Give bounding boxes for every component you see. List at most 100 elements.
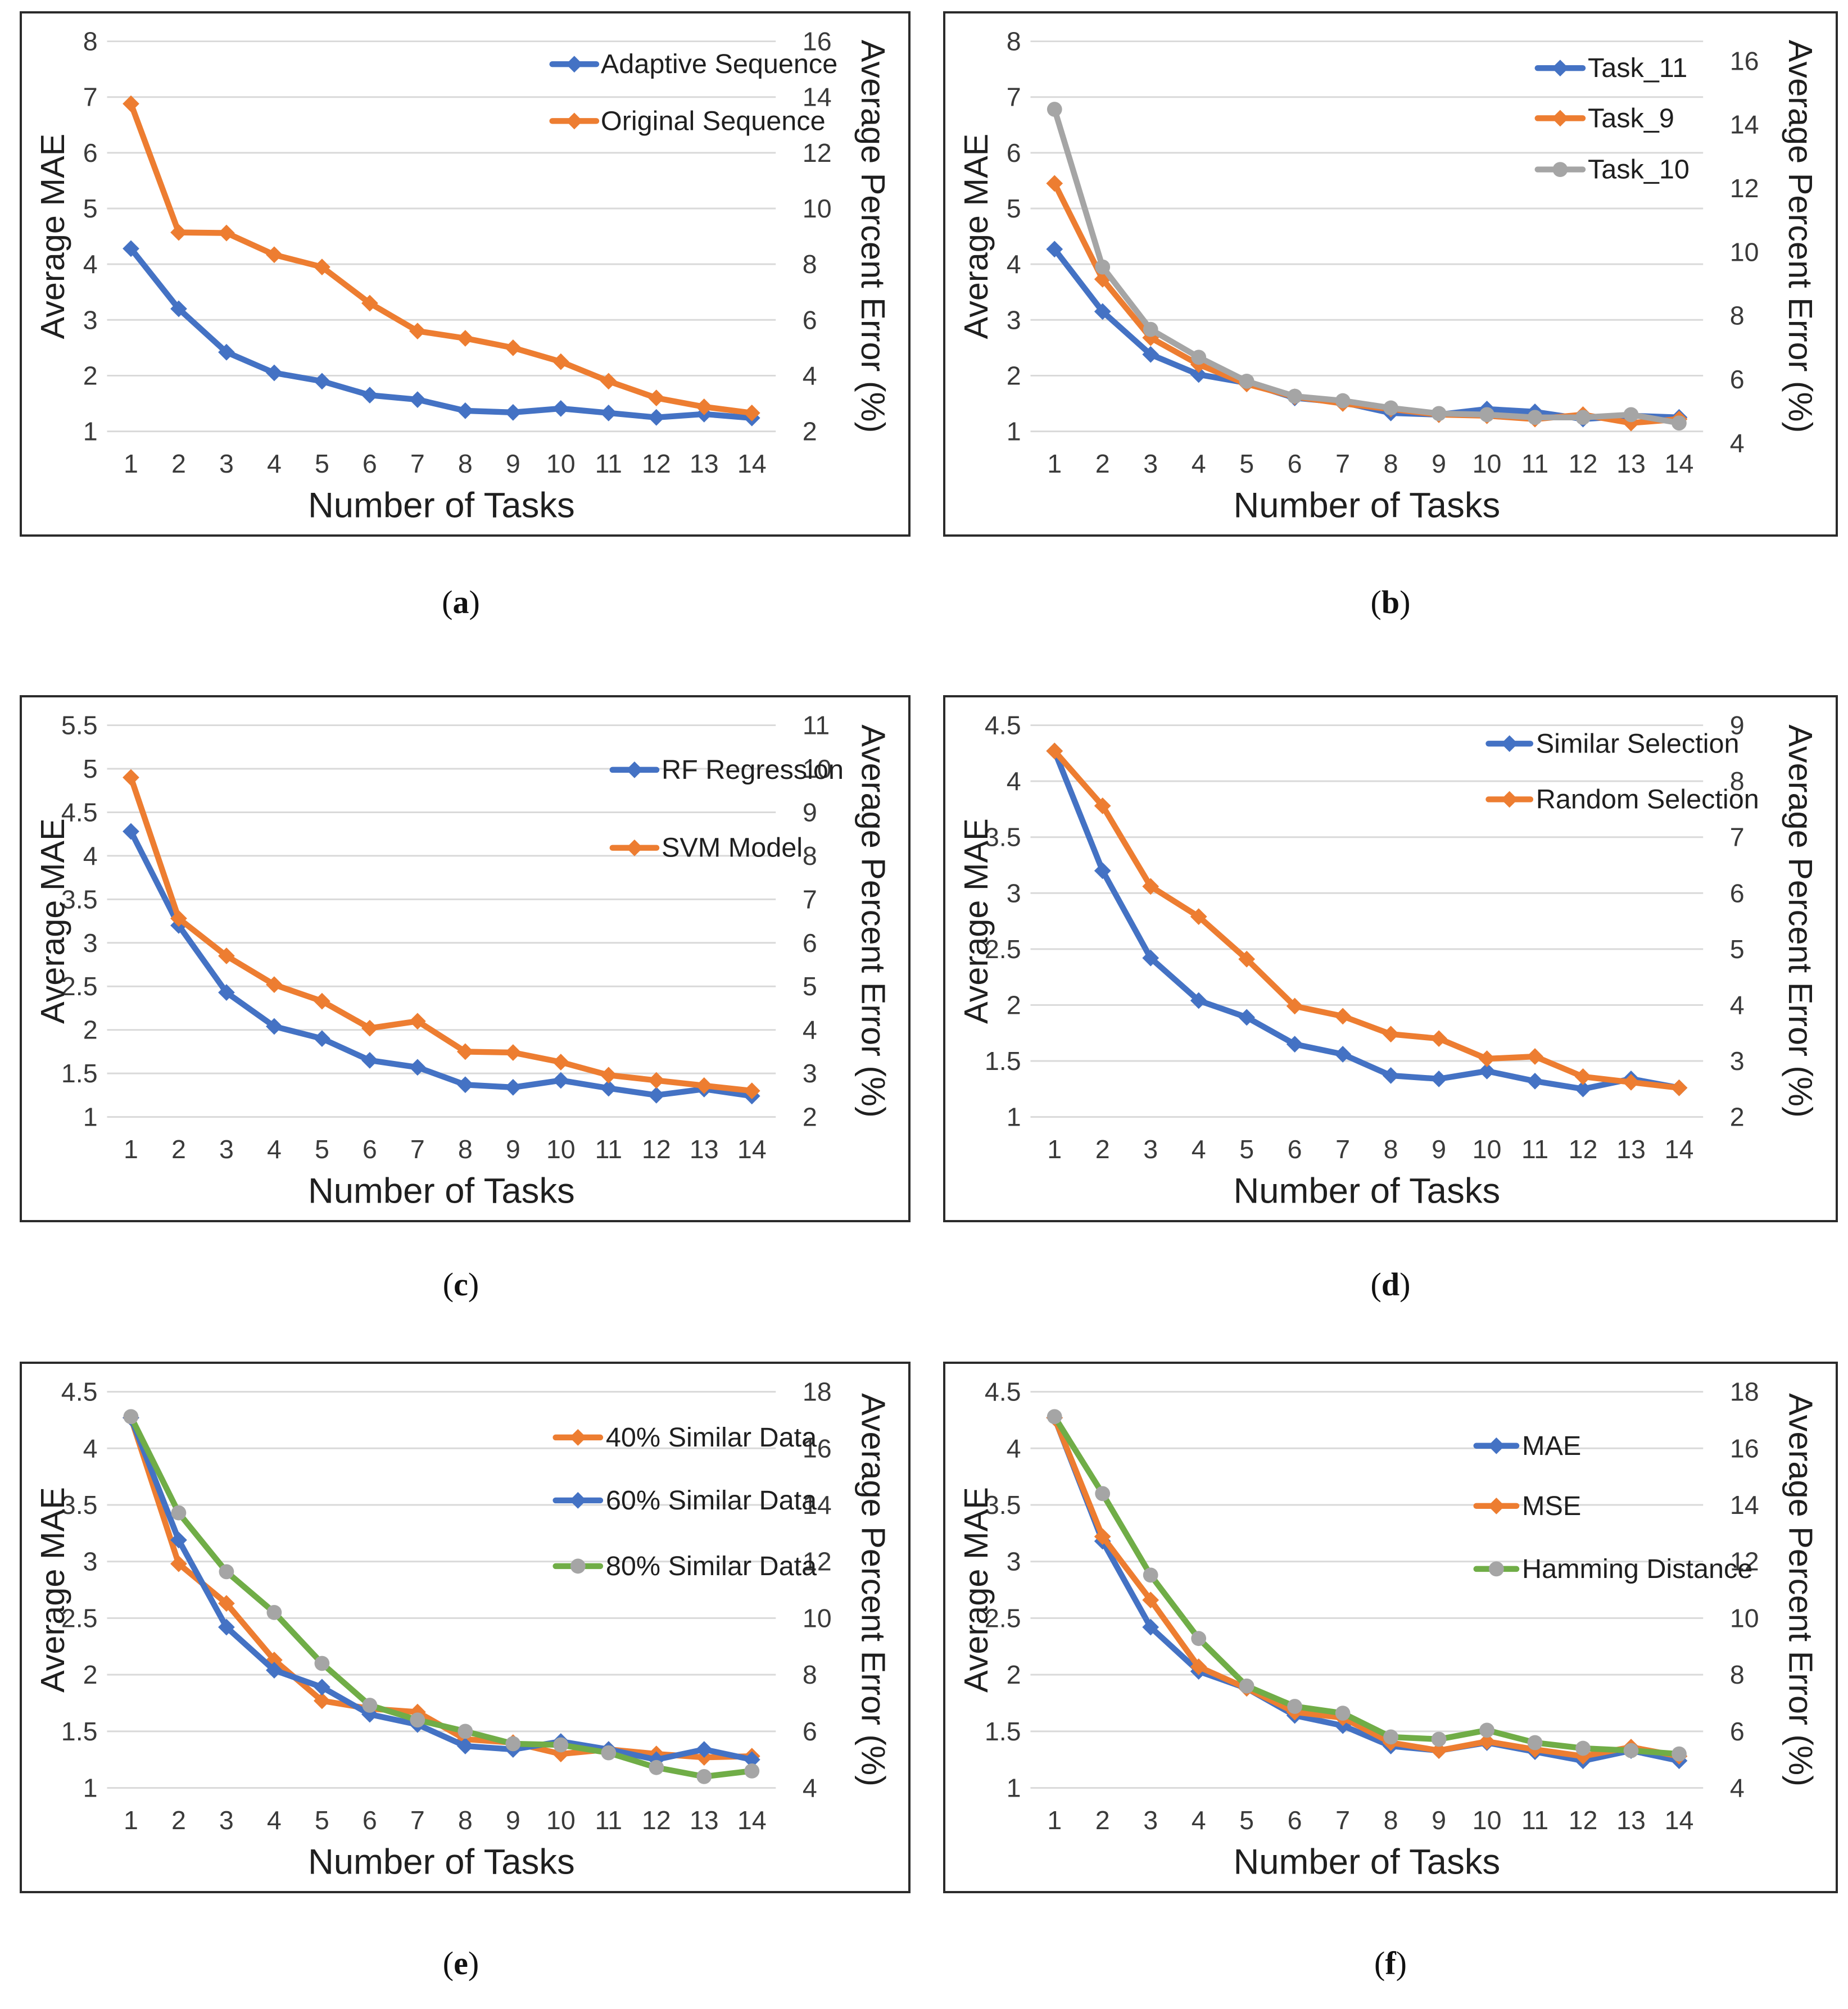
series-line (128, 828, 755, 1099)
legend-entry: MAE (1473, 1431, 1581, 1461)
series-line (128, 774, 755, 1094)
x-tick-label: 3 (1143, 1806, 1158, 1835)
right-axis-title: Average Percent Error (%) (854, 724, 892, 1118)
right-tick-label: 16 (1730, 1434, 1759, 1463)
x-tick-label: 11 (595, 449, 622, 478)
left-tick-label: 4 (1007, 250, 1021, 279)
right-tick-label: 6 (1730, 365, 1745, 394)
x-axis-tick-labels: 1 2 3 4 5 6 7 8 9 10 11 12 13 14 (124, 1135, 767, 1164)
legend-label: SVM Model (662, 833, 803, 863)
x-tick-label: 14 (1665, 1806, 1694, 1835)
legend-label: Random Selection (1536, 784, 1759, 814)
x-tick-label: 7 (410, 449, 425, 478)
caption-paren: ) (468, 1945, 479, 1981)
x-tick-label: 4 (1192, 1806, 1206, 1835)
series-markers (123, 1409, 760, 1768)
legend-entry: Task_9 (1534, 103, 1674, 133)
left-tick-label: 3 (83, 928, 98, 958)
right-tick-label: 8 (803, 1660, 817, 1689)
caption-paren: ) (1396, 1945, 1407, 1981)
x-axis-title: Number of Tasks (308, 486, 575, 525)
left-tick-label: 2 (1007, 990, 1021, 1019)
left-tick-label: 4.5 (61, 797, 98, 827)
chart-panel-e: 4.5 4 3.5 3 2.5 2 1.5 1 18 16 14 12 10 8 6 4 1 2 3 4 5 6 7 8 9 10… (20, 1362, 911, 1893)
legend-label: Similar Selection (1536, 728, 1740, 759)
x-tick-label: 12 (1569, 449, 1598, 478)
right-tick-label: 11 (803, 711, 830, 740)
legend-entry: Random Selection (1485, 784, 1759, 814)
left-tick-label: 3 (83, 305, 98, 334)
legend-entry: 60% Similar Data (552, 1485, 817, 1516)
x-tick-label: 4 (1192, 1135, 1206, 1164)
legend-label: RF Regression (662, 755, 844, 785)
left-tick-label: 4 (83, 1434, 98, 1463)
x-tick-label: 1 (1047, 1806, 1062, 1835)
x-tick-label: 2 (1095, 1135, 1110, 1164)
left-tick-label: 4 (83, 841, 98, 870)
series-original-sequence (123, 95, 760, 421)
x-tick-label: 6 (363, 1135, 377, 1164)
caption-e: (e) (377, 1944, 545, 1982)
left-tick-label: 2 (1007, 361, 1021, 390)
right-tick-label: 14 (1730, 110, 1759, 139)
left-tick-label: 5 (1007, 194, 1021, 223)
right-tick-label: 6 (803, 305, 817, 334)
left-axis-tick-labels: 8 7 6 5 4 3 2 1 (1007, 27, 1021, 446)
left-axis-tick-labels: 4.5 4 3.5 3 2.5 2 1.5 1 (985, 711, 1021, 1132)
x-tick-label: 14 (737, 449, 767, 478)
caption-paren: ) (469, 584, 480, 620)
legend-label: Original Sequence (601, 106, 826, 136)
right-tick-label: 7 (1730, 823, 1745, 852)
series-svm-model (123, 769, 760, 1099)
x-tick-label: 7 (1335, 1135, 1350, 1164)
x-tick-label: 1 (124, 1135, 138, 1164)
left-axis-tick-labels: 4.5 4 3.5 3 2.5 2 1.5 1 (985, 1377, 1021, 1803)
series-random-selection (1046, 742, 1688, 1096)
x-tick-label: 6 (363, 1806, 377, 1835)
left-axis-title: Average MAE (957, 1487, 995, 1693)
left-tick-label: 4 (83, 250, 98, 279)
right-tick-label: 2 (803, 417, 817, 446)
legend-entry: SVM Model (609, 833, 803, 863)
right-tick-label: 10 (1730, 1603, 1759, 1632)
x-tick-label: 6 (1288, 449, 1302, 478)
x-tick-label: 3 (219, 1135, 234, 1164)
x-tick-label: 11 (1521, 1135, 1548, 1164)
legend: RF Regression SVM Model (609, 755, 844, 863)
series-task-9 (1046, 175, 1688, 432)
series-line (1052, 106, 1682, 426)
x-tick-label: 13 (1616, 449, 1646, 478)
left-tick-label: 3.5 (985, 1490, 1021, 1520)
right-tick-label: 10 (803, 1603, 832, 1632)
right-tick-label: 9 (1730, 711, 1745, 740)
x-axis-tick-labels: 1 2 3 4 5 6 7 8 9 10 11 12 13 14 (1047, 1806, 1693, 1835)
x-tick-label: 12 (642, 1806, 671, 1835)
caption-letter: b (1381, 584, 1400, 620)
x-tick-label: 13 (690, 1806, 719, 1835)
x-tick-label: 7 (410, 1135, 425, 1164)
x-tick-label: 9 (506, 1806, 520, 1835)
x-tick-label: 14 (1665, 1135, 1694, 1164)
x-tick-label: 3 (219, 449, 234, 478)
right-tick-label: 2 (803, 1103, 817, 1132)
series-40-similar-data (123, 1409, 760, 1766)
caption-paren: ) (1399, 1266, 1411, 1303)
right-tick-label: 4 (1730, 428, 1745, 457)
x-tick-label: 1 (124, 449, 138, 478)
series-markers (1046, 175, 1688, 432)
left-tick-label: 4.5 (985, 1377, 1021, 1407)
right-tick-label: 10 (803, 754, 832, 783)
legend-label: 80% Similar Data (606, 1551, 817, 1581)
left-tick-label: 4 (1007, 1434, 1021, 1463)
x-tick-label: 9 (1432, 1806, 1446, 1835)
legend-entry: Similar Selection (1485, 728, 1740, 759)
right-tick-label: 6 (803, 1717, 817, 1746)
right-tick-label: 3 (1730, 1046, 1745, 1076)
series-markers (1047, 102, 1687, 431)
right-tick-label: 16 (803, 27, 832, 56)
x-tick-label: 1 (124, 1806, 138, 1835)
caption-letter: a (452, 584, 469, 620)
left-tick-label: 8 (83, 27, 98, 56)
x-tick-label: 7 (1335, 449, 1350, 478)
right-tick-label: 14 (1730, 1490, 1759, 1520)
